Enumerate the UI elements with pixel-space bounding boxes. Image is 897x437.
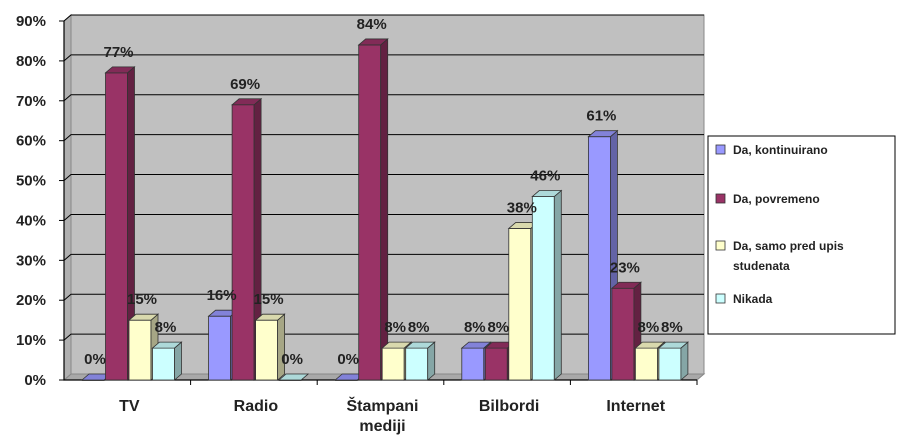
y-tick-label: 30% — [16, 252, 46, 269]
category-label: Štampani mediji — [346, 396, 418, 435]
legend-label: Da, kontinuirano — [733, 143, 828, 157]
legend-swatch — [716, 194, 725, 203]
bar-side — [554, 191, 561, 380]
bar-front — [659, 348, 681, 380]
bar-front — [532, 197, 554, 380]
bar-front — [232, 105, 254, 380]
y-tick-label: 20% — [16, 292, 46, 309]
bar-front — [359, 45, 381, 380]
bar-front — [382, 348, 404, 380]
data-label: 15% — [254, 291, 284, 308]
data-label: 61% — [586, 108, 616, 125]
data-label: 77% — [103, 44, 133, 61]
bar-front — [635, 348, 657, 380]
y-tick-label: 80% — [16, 53, 46, 70]
data-label: 16% — [207, 287, 237, 304]
data-label: 69% — [230, 76, 260, 93]
legend-label: Da, povremeno — [733, 192, 820, 206]
legend-swatch — [716, 241, 725, 250]
y-tick-label: 40% — [16, 212, 46, 229]
bar — [256, 314, 285, 380]
legend-swatch — [716, 294, 725, 303]
data-label: 0% — [84, 351, 106, 368]
category-label: Radio — [234, 398, 279, 415]
bar-front — [129, 320, 151, 380]
data-label: 46% — [530, 168, 560, 185]
bar-front — [256, 320, 278, 380]
y-tick-label: 60% — [16, 133, 46, 150]
bar-side — [681, 342, 688, 380]
y-tick-label: 0% — [24, 372, 46, 389]
plot-side-wall — [64, 15, 71, 380]
bar-front — [612, 288, 634, 380]
legend: Da, kontinuirano Da, povremeno Da, samo pr… — [708, 136, 895, 334]
data-label: 0% — [281, 351, 303, 368]
y-tick-labels: 0% 10% 20% 30% 40% 50% 60% 70% 80% 90% — [16, 13, 46, 389]
bar — [532, 191, 561, 380]
bar-front — [588, 137, 610, 380]
data-label: 84% — [357, 16, 387, 33]
bar — [659, 342, 688, 380]
category-label: Bilbordi — [479, 398, 539, 415]
bar-front — [509, 228, 531, 380]
y-tick-label: 90% — [16, 13, 46, 30]
bar — [406, 342, 435, 380]
data-label: 8% — [638, 319, 660, 336]
y-tick-label: 10% — [16, 332, 46, 349]
bar-front — [106, 73, 128, 380]
category-label: Internet — [606, 398, 665, 415]
y-tick-label: 50% — [16, 173, 46, 190]
bar-front — [406, 348, 428, 380]
data-label: 8% — [155, 319, 177, 336]
bar-side — [278, 314, 285, 380]
data-label: 8% — [384, 319, 406, 336]
category-labels: TV Radio Štampani mediji Bilbordi Internet — [119, 396, 666, 435]
legend-swatch — [716, 145, 725, 154]
bar — [153, 342, 182, 380]
data-label: 8% — [487, 319, 509, 336]
y-tick-label: 70% — [16, 93, 46, 110]
data-label: 0% — [337, 351, 359, 368]
category-label: TV — [119, 398, 140, 415]
bar — [359, 39, 388, 380]
bar-front — [462, 348, 484, 380]
bar-side — [428, 342, 435, 380]
data-label: 8% — [661, 319, 683, 336]
data-label: 15% — [127, 291, 157, 308]
legend-label: Nikada — [733, 292, 773, 306]
data-label: 23% — [610, 259, 640, 276]
bar-front — [209, 316, 231, 380]
bar-front — [153, 348, 175, 380]
bar-front — [485, 348, 507, 380]
bar-side — [175, 342, 182, 380]
data-label: 8% — [408, 319, 430, 336]
data-label: 8% — [464, 319, 486, 336]
data-label: 38% — [507, 199, 537, 216]
